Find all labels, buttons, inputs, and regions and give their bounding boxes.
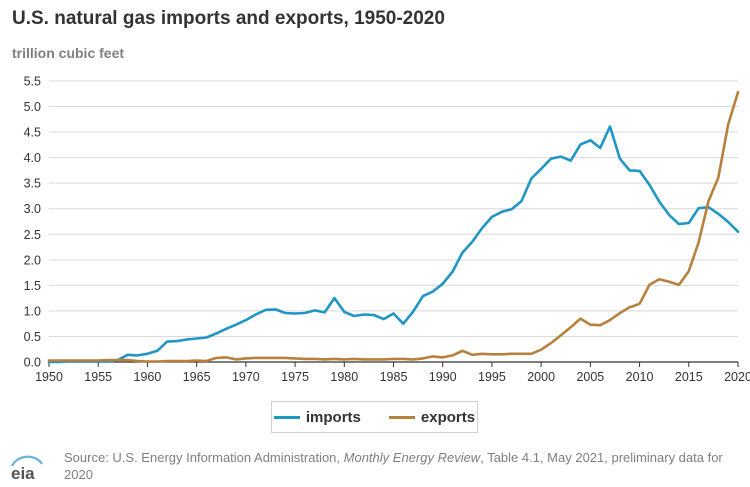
y-tick-label: 5.5: [24, 75, 41, 89]
y-tick-label: 0.0: [24, 356, 41, 370]
legend-swatch-imports: [273, 415, 300, 419]
y-tick-label: 2.0: [24, 253, 41, 267]
x-tick-label: 2010: [626, 370, 654, 384]
x-tick-label: 1995: [478, 370, 506, 384]
x-tick-label: 1970: [232, 370, 260, 384]
x-tick-label: 1955: [84, 370, 112, 384]
x-tick-label: 1990: [429, 370, 457, 384]
y-tick-label: 5.0: [24, 100, 41, 114]
gridlines: [49, 80, 738, 337]
y-axis-ticks: 0.0 0.5 1.0 1.5 2.0 2.5 3.0 3.5 4.0 4.5 5.0 5.5: [24, 75, 41, 370]
legend-label-imports: imports: [305, 408, 361, 426]
logo-text: eia: [11, 464, 35, 482]
series-line-imports: [47, 125, 740, 364]
line-chart: 0.0 0.5 1.0 1.5 2.0 2.5 3.0 3.5 4.0 4.5 5.0 5.5 195…: [24, 75, 750, 385]
legend: imports exports: [271, 401, 478, 433]
x-tick-label: 1960: [134, 370, 162, 384]
source-note: Source: U.S. Energy Information Administ…: [64, 449, 724, 483]
series-lines: [47, 90, 740, 364]
x-tick-label: 1965: [183, 370, 211, 384]
x-tick-label: 2015: [675, 370, 703, 384]
x-tick-label: 1980: [330, 370, 358, 384]
x-tick-label: 1950: [35, 370, 63, 384]
series-line-exports: [47, 90, 740, 363]
legend-label-exports: exports: [420, 408, 476, 426]
source-suffix: , Table 4.1, May 2021, preliminary data …: [64, 450, 723, 482]
chart-title: U.S. natural gas imports and exports, 19…: [12, 8, 445, 29]
footer: eia Source: U.S. Energy Information Admi…: [0, 444, 750, 487]
y-tick-label: 1.0: [24, 304, 41, 318]
source-prefix: Source: U.S. Energy Information Administ…: [64, 450, 344, 465]
y-tick-label: 0.5: [24, 330, 41, 344]
y-tick-label: 1.5: [24, 279, 41, 293]
y-axis-unit-label: trillion cubic feet: [12, 45, 125, 61]
legend-item-imports[interactable]: imports: [273, 408, 361, 426]
source-publication: Monthly Energy Review: [343, 450, 481, 465]
x-tick-label: 2000: [527, 370, 555, 384]
x-tick-label: 1985: [380, 370, 408, 384]
y-tick-label: 2.5: [24, 228, 41, 242]
legend-item-exports[interactable]: exports: [388, 408, 476, 426]
x-tick-label: 2005: [576, 370, 604, 384]
x-axis-ticks: 1950 1955 1960 1965 1970 1975 1980 1985 1990 1995…: [35, 361, 750, 384]
y-tick-label: 3.0: [24, 202, 41, 216]
x-tick-label: 1975: [281, 370, 309, 384]
eia-logo-icon: eia: [11, 455, 43, 482]
legend-swatch-exports: [388, 415, 415, 419]
y-tick-label: 4.5: [24, 126, 41, 140]
y-tick-label: 4.0: [24, 151, 41, 165]
y-tick-label: 3.5: [24, 177, 41, 191]
x-tick-label: 2020: [724, 370, 750, 384]
